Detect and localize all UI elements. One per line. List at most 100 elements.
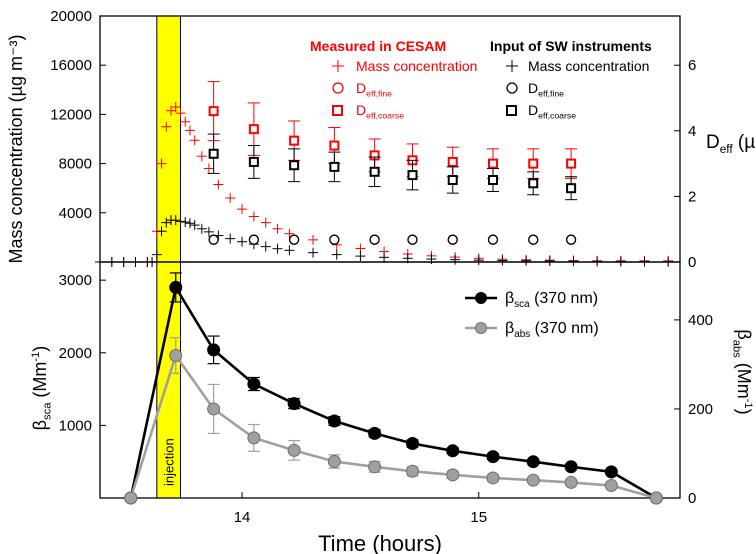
series-2-circle	[208, 234, 577, 245]
beta-point	[405, 437, 419, 451]
top-y2tick-label: 6	[688, 57, 696, 74]
xtick-label: 15	[470, 509, 487, 526]
legend-beta-marker-0	[475, 292, 487, 304]
legend-fine-label-input: Deff,fine	[528, 80, 564, 99]
beta-point	[405, 464, 419, 478]
legend-beta-marker-1	[475, 322, 487, 334]
top-ytick-label: 8000	[59, 156, 92, 173]
beta-point	[169, 280, 183, 294]
beta-point	[287, 443, 301, 457]
deff-coarse-point	[566, 158, 577, 169]
top-ytick-label: 12000	[50, 106, 92, 123]
top-y2-axis-label: Deff (µm)	[706, 132, 756, 156]
deff-coarse-point	[528, 158, 539, 169]
deff-coarse-point	[566, 183, 577, 194]
bottom-ytick-label: 3000	[59, 272, 92, 289]
beta-point	[446, 468, 460, 482]
deff-fine-point	[487, 234, 499, 245]
deff-coarse-point	[487, 158, 498, 169]
legend-beta-label-1: βabs (370 nm)	[505, 320, 599, 340]
deff-fine-point	[288, 234, 300, 245]
series-4-circle	[208, 234, 577, 245]
beta-point	[486, 471, 500, 485]
legend-fine-marker-measured	[332, 82, 344, 94]
beta-line-1	[129, 352, 657, 500]
deff-fine-point	[565, 234, 577, 245]
deff-coarse-point	[407, 170, 418, 181]
legend-mass-label-input: Mass concentration	[528, 58, 649, 74]
bottom-ytick-label: 2000	[59, 345, 92, 362]
xtick-label: 14	[234, 509, 251, 526]
series-1-plus	[95, 215, 674, 267]
legend-input-title: Input of SW instruments	[490, 38, 652, 54]
bottom-y2-axis-label: βabs (Mm-1)	[731, 329, 755, 414]
legend-fine-marker-input	[506, 82, 518, 94]
beta-point	[564, 460, 578, 474]
deff-coarse-point	[447, 156, 458, 167]
deff-coarse-point	[289, 160, 300, 171]
beta-point	[564, 475, 578, 489]
deff-fine-point	[329, 234, 340, 245]
beta-point	[486, 450, 500, 464]
beta-point	[287, 397, 301, 411]
beta-series-1	[124, 337, 663, 505]
bottom-y2tick-label: 200	[688, 401, 713, 418]
beta-point	[327, 414, 341, 428]
series-3-square	[207, 81, 578, 179]
beta-point	[604, 465, 618, 479]
beta-point	[649, 491, 663, 505]
top-y-axis-label: Mass concentration (µg m⁻³)	[6, 35, 26, 264]
deff-coarse-point	[208, 106, 219, 117]
deff-coarse-point	[369, 166, 380, 177]
legend-mass-label-measured: Mass concentration	[356, 58, 477, 74]
deff-coarse-point	[447, 175, 458, 185]
legend-coarse-label-measured: Deff,coarse	[356, 102, 404, 121]
deff-coarse-point	[528, 178, 539, 189]
beta-point	[169, 349, 183, 363]
top-ytick-label: 16000	[50, 57, 92, 74]
x-axis-label: Time (hours)	[318, 531, 442, 554]
deff-fine-point	[208, 234, 219, 245]
series-5-square	[207, 133, 578, 201]
beta-point	[526, 473, 540, 487]
legend-beta-label-0: βsca (370 nm)	[505, 290, 598, 310]
bottom-plot-frame	[99, 261, 681, 499]
beta-point	[526, 455, 540, 469]
bottom-y2tick-label: 0	[688, 490, 696, 507]
top-ytick-label: 4000	[59, 205, 92, 222]
legend-measured-title: Measured in CESAM	[310, 38, 446, 54]
bottom-y2tick-label: 400	[688, 312, 713, 329]
beta-point	[327, 454, 341, 468]
deff-fine-point	[248, 234, 260, 245]
beta-point	[207, 343, 221, 357]
beta-point	[368, 426, 382, 440]
beta-point	[124, 491, 138, 505]
legend-fine-label-measured: Deff,fine	[356, 80, 392, 99]
top-y2tick-label: 4	[688, 123, 696, 140]
injection-band	[156, 15, 181, 499]
deff-coarse-point	[329, 140, 340, 151]
beta-point	[207, 402, 221, 416]
top-ytick-label: 20000	[50, 8, 92, 25]
beta-point	[446, 444, 460, 458]
top-y2tick-label: 0	[688, 254, 696, 271]
deff-coarse-point	[208, 148, 219, 159]
bottom-y-axis-label: βsca (Mm-1)	[30, 346, 54, 431]
legend-coarse-label-input: Deff,coarse	[528, 102, 576, 121]
deff-fine-point	[407, 234, 418, 245]
series-0-plus	[95, 102, 674, 267]
legend-coarse-marker-measured	[332, 105, 343, 116]
deff-fine-point	[447, 234, 458, 245]
beta-point	[247, 431, 261, 445]
beta-point	[604, 479, 618, 493]
deff-coarse-point	[248, 156, 259, 167]
legend-coarse-marker-input	[506, 105, 517, 116]
injection-label: injection	[162, 438, 177, 486]
top-y2tick-label: 2	[688, 188, 696, 205]
deff-fine-point	[528, 234, 539, 245]
deff-fine-point	[369, 234, 380, 245]
beta-point	[368, 460, 382, 474]
deff-coarse-point	[248, 124, 259, 135]
deff-coarse-point	[487, 175, 498, 185]
